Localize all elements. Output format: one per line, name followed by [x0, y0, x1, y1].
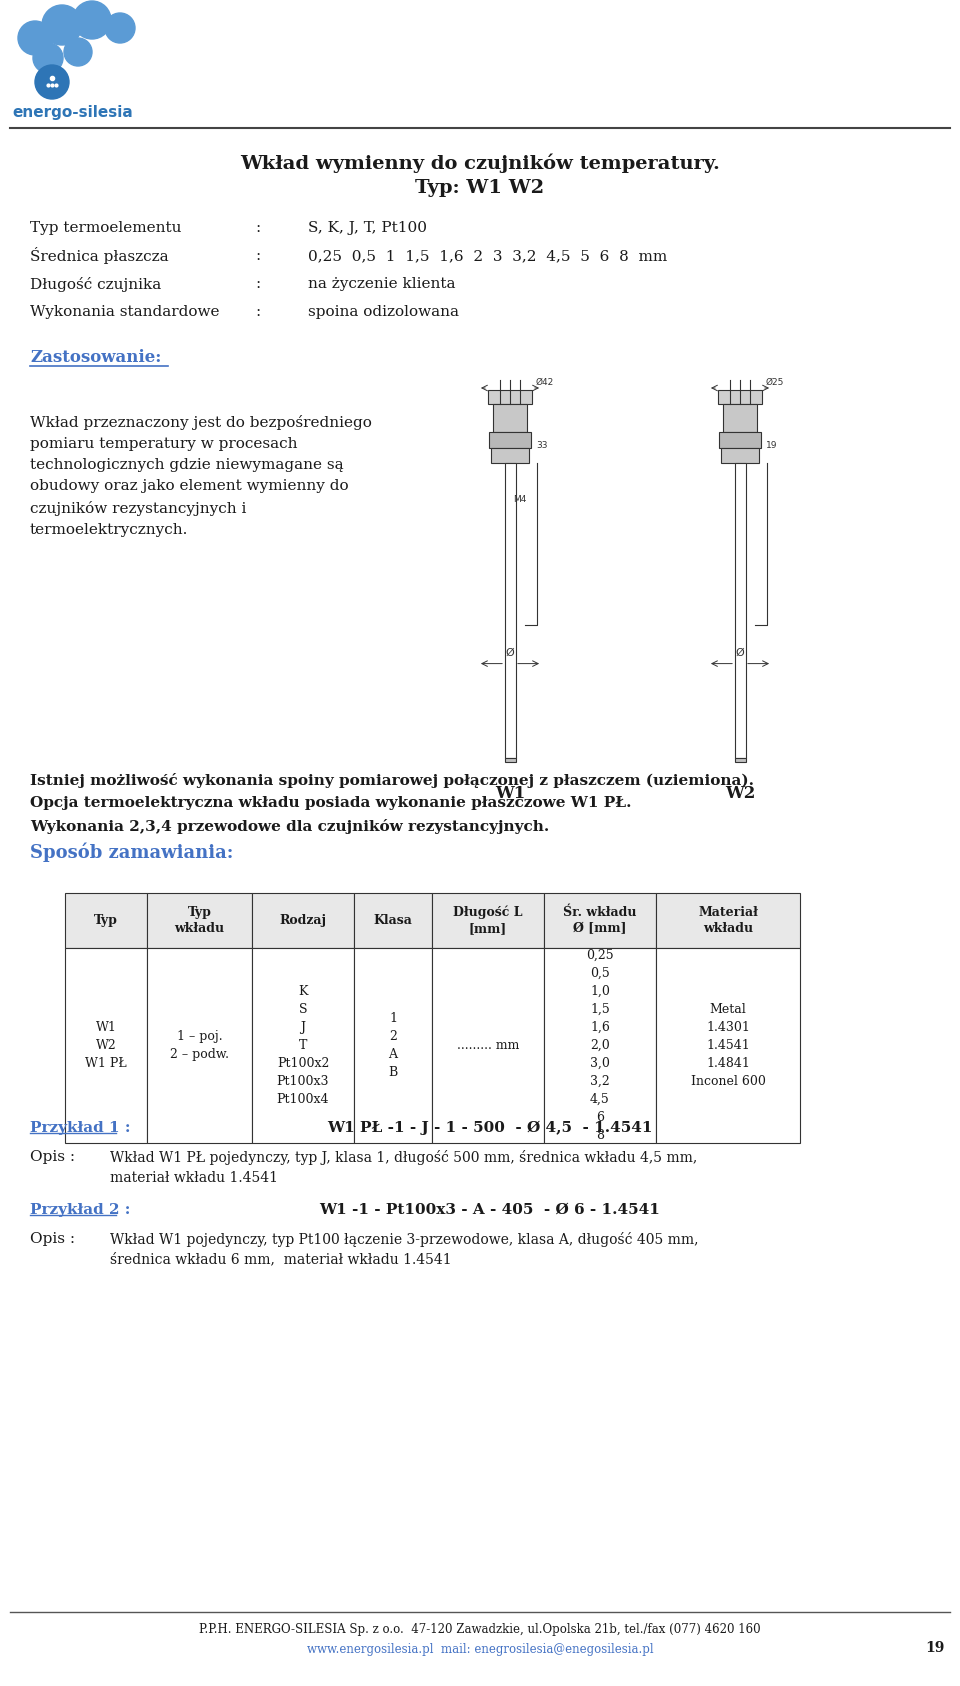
- Text: :: :: [255, 221, 260, 234]
- Text: Materiał
wkładu: Materiał wkładu: [698, 905, 758, 936]
- Text: Metal
1.4301
1.4541
1.4841
Inconel 600: Metal 1.4301 1.4541 1.4841 Inconel 600: [690, 1003, 765, 1087]
- Text: W1 -1 - Pt100x3 - A - 405  - Ø 6 - 1.4541: W1 -1 - Pt100x3 - A - 405 - Ø 6 - 1.4541: [320, 1204, 660, 1217]
- Text: Wykonania standardowe: Wykonania standardowe: [30, 305, 220, 319]
- Bar: [544, 948, 656, 1143]
- Text: Średnica płaszcza: Średnica płaszcza: [30, 248, 169, 265]
- Circle shape: [64, 39, 92, 66]
- Bar: [719, 432, 761, 448]
- Bar: [65, 948, 147, 1143]
- Bar: [505, 759, 516, 762]
- Text: Wkład W1 PŁ pojedynczy, typ J, klasa 1, długość 500 mm, średnica wkładu 4,5 mm,
: Wkład W1 PŁ pojedynczy, typ J, klasa 1, …: [110, 1150, 697, 1185]
- Bar: [505, 464, 516, 759]
- Bar: [354, 948, 432, 1143]
- Text: www.energosilesia.pl  mail: enegrosilesia@enegosilesia.pl: www.energosilesia.pl mail: enegrosilesia…: [306, 1644, 654, 1657]
- Text: W1: W1: [494, 784, 525, 801]
- Circle shape: [73, 2, 111, 39]
- Bar: [147, 948, 252, 1143]
- Text: Sposób zamawiania:: Sposób zamawiania:: [30, 843, 233, 862]
- Bar: [354, 894, 432, 948]
- Circle shape: [33, 44, 63, 72]
- Bar: [735, 464, 746, 759]
- Bar: [147, 894, 252, 948]
- Text: 33: 33: [536, 440, 547, 450]
- Text: Typ termoelementu: Typ termoelementu: [30, 221, 181, 234]
- Bar: [252, 894, 354, 948]
- Text: 0,25  0,5  1  1,5  1,6  2  3  3,2  4,5  5  6  8  mm: 0,25 0,5 1 1,5 1,6 2 3 3,2 4,5 5 6 8 mm: [308, 250, 667, 263]
- Text: :: :: [255, 277, 260, 292]
- Text: Przykład 2 :: Przykład 2 :: [30, 1204, 131, 1217]
- Text: Wkład przeznaczony jest do bezpośredniego
pomiaru temperatury w procesach
techno: Wkład przeznaczony jest do bezpośrednieg…: [30, 415, 372, 538]
- Bar: [432, 948, 544, 1143]
- Text: Ø42: Ø42: [536, 378, 554, 386]
- Text: ......... mm: ......... mm: [457, 1039, 519, 1052]
- Bar: [721, 448, 759, 464]
- Bar: [488, 389, 532, 405]
- Text: spoina odizolowana: spoina odizolowana: [308, 305, 459, 319]
- Text: K
S
J
T
Pt100x2
Pt100x3
Pt100x4: K S J T Pt100x2 Pt100x3 Pt100x4: [276, 985, 329, 1106]
- Text: Typ
wkładu: Typ wkładu: [175, 905, 225, 936]
- Text: P.P.H. ENERGO-SILESIA Sp. z o.o.  47-120 Zawadzkie, ul.Opolska 21b, tel./fax (07: P.P.H. ENERGO-SILESIA Sp. z o.o. 47-120 …: [199, 1624, 761, 1637]
- Text: na życzenie klienta: na życzenie klienta: [308, 277, 455, 292]
- Text: Przykład 1 :: Przykład 1 :: [30, 1121, 131, 1135]
- Bar: [723, 405, 757, 432]
- Text: Typ: W1 W2: Typ: W1 W2: [416, 179, 544, 197]
- Text: 19: 19: [925, 1640, 945, 1656]
- Circle shape: [18, 20, 52, 56]
- Text: 0,25
0,5
1,0
1,5
1,6
2,0
3,0
3,2
4,5
6
8: 0,25 0,5 1,0 1,5 1,6 2,0 3,0 3,2 4,5 6 8: [587, 949, 613, 1141]
- Bar: [252, 948, 354, 1143]
- Text: energo-silesia: energo-silesia: [12, 105, 132, 120]
- Text: W1
W2
W1 PŁ: W1 W2 W1 PŁ: [85, 1022, 127, 1071]
- Circle shape: [105, 13, 135, 44]
- Bar: [656, 948, 800, 1143]
- Text: Opcja termoelektryczna wkładu posiada wykonanie płaszczowe W1 PŁ.: Opcja termoelektryczna wkładu posiada wy…: [30, 796, 632, 809]
- Text: Długość L
[mm]: Długość L [mm]: [453, 905, 523, 936]
- Text: Zastosowanie:: Zastosowanie:: [30, 349, 161, 366]
- Text: Wkład wymienny do czujników temperatury.: Wkład wymienny do czujników temperatury.: [240, 153, 720, 172]
- Bar: [493, 405, 527, 432]
- Text: Klasa: Klasa: [373, 914, 413, 927]
- Text: W1 PŁ -1 - J - 1 - 500  - Ø 4,5  - 1.4541: W1 PŁ -1 - J - 1 - 500 - Ø 4,5 - 1.4541: [327, 1121, 653, 1135]
- Text: Opis :: Opis :: [30, 1232, 75, 1246]
- Text: Rodzaj: Rodzaj: [279, 914, 326, 927]
- Text: Wykonania 2,3,4 przewodowe dla czujników rezystancyjnych.: Wykonania 2,3,4 przewodowe dla czujników…: [30, 818, 549, 833]
- Bar: [489, 432, 531, 448]
- Text: Śr. wkładu
Ø [mm]: Śr. wkładu Ø [mm]: [564, 905, 636, 936]
- Circle shape: [35, 66, 69, 99]
- Bar: [491, 448, 529, 464]
- Bar: [432, 894, 544, 948]
- Text: Opis :: Opis :: [30, 1150, 75, 1163]
- Text: Typ: Typ: [94, 914, 118, 927]
- Text: S, K, J, T, Pt100: S, K, J, T, Pt100: [308, 221, 427, 234]
- Bar: [65, 894, 147, 948]
- Text: 1
2
A
B: 1 2 A B: [389, 1012, 397, 1079]
- Bar: [544, 894, 656, 948]
- Text: M4: M4: [513, 496, 526, 504]
- Text: 19: 19: [766, 440, 778, 450]
- Text: :: :: [255, 250, 260, 263]
- Text: Istniej możliwość wykonania spoiny pomiarowej połączonej z płaszczem (uziemiona): Istniej możliwość wykonania spoiny pomia…: [30, 772, 754, 787]
- Bar: [735, 759, 746, 762]
- Text: Ø: Ø: [506, 647, 515, 658]
- Text: W2: W2: [725, 784, 756, 801]
- Text: 1 – poj.
2 – podw.: 1 – poj. 2 – podw.: [170, 1030, 229, 1060]
- Circle shape: [42, 5, 82, 46]
- Bar: [718, 389, 762, 405]
- Text: Ø25: Ø25: [766, 378, 784, 386]
- Bar: [656, 894, 800, 948]
- Text: :: :: [255, 305, 260, 319]
- Text: Długość czujnika: Długość czujnika: [30, 277, 161, 292]
- Text: Wkład W1 pojedynczy, typ Pt100 łączenie 3-przewodowe, klasa A, długość 405 mm,
ś: Wkład W1 pojedynczy, typ Pt100 łączenie …: [110, 1232, 699, 1266]
- Text: Ø: Ø: [735, 647, 744, 658]
